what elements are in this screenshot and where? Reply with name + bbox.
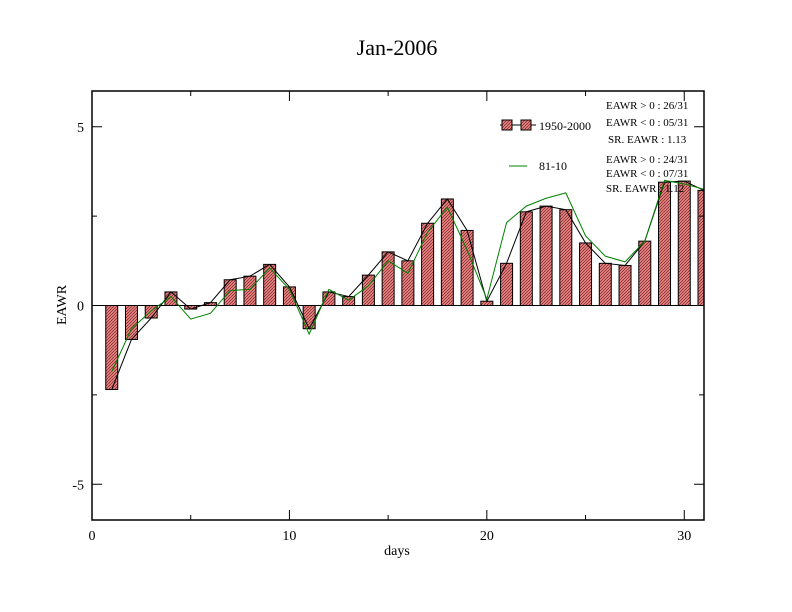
legend-1950-2000-swatch [520, 119, 532, 131]
stats-1950-2000-negative: EAWR < 0 : 05/31 [606, 117, 688, 129]
bar [519, 211, 533, 307]
x-axis: 0 10 20 30 [89, 91, 691, 544]
y-axis: -5 0 5 [72, 121, 704, 493]
series-line-1950-2000 [111, 180, 704, 390]
bar [618, 264, 632, 306]
bar [381, 251, 395, 306]
bar [658, 181, 672, 307]
bar [677, 180, 691, 306]
stats-1950-2000-sr: SR. EAWR : 1.13 [608, 134, 687, 146]
bar [243, 275, 257, 306]
legend-81-10-label: 81-10 [539, 159, 567, 173]
stats-1950-2000-positive: EAWR > 0 : 26/31 [606, 100, 688, 112]
bar [263, 263, 277, 307]
y-tick-label: 0 [77, 300, 84, 315]
line-series [111, 179, 704, 390]
bar [559, 209, 573, 306]
bar [697, 189, 705, 306]
x-axis-label: days [384, 544, 410, 559]
x-tick-label: 10 [282, 529, 296, 544]
stats-81-10-sr: SR. EAWR : 1.12 [606, 183, 684, 195]
bar [579, 242, 593, 306]
bar [401, 260, 415, 306]
bar [440, 198, 454, 306]
stats-81-10-positive: EAWR > 0 : 24/31 [606, 154, 688, 166]
y-axis-label: EAWR [55, 284, 70, 325]
legend-1950-2000-label: 1950-2000 [539, 119, 591, 133]
bar [500, 262, 514, 307]
bar [223, 279, 237, 307]
x-tick-label: 30 [677, 529, 691, 544]
legend-1950-2000-swatch [501, 119, 513, 131]
bar [598, 262, 612, 307]
stats-81-10-negative: EAWR < 0 : 07/31 [606, 168, 688, 180]
bar [539, 205, 553, 307]
legend: 1950-2000 81-10 [500, 119, 591, 173]
bar [638, 240, 652, 306]
chart-title: Jan-2006 [357, 35, 438, 60]
bar [105, 305, 119, 391]
x-tick-label: 0 [89, 529, 96, 544]
bar [164, 291, 178, 307]
bar [421, 222, 435, 306]
y-tick-label: -5 [72, 478, 84, 493]
x-tick-label: 20 [480, 529, 494, 544]
y-tick-label: 5 [77, 121, 84, 136]
bar-series-1950-2000 [105, 180, 705, 391]
stats-block: EAWR > 0 : 26/31 EAWR < 0 : 05/31 SR. EA… [606, 100, 688, 195]
series-line-81-10 [111, 179, 704, 372]
